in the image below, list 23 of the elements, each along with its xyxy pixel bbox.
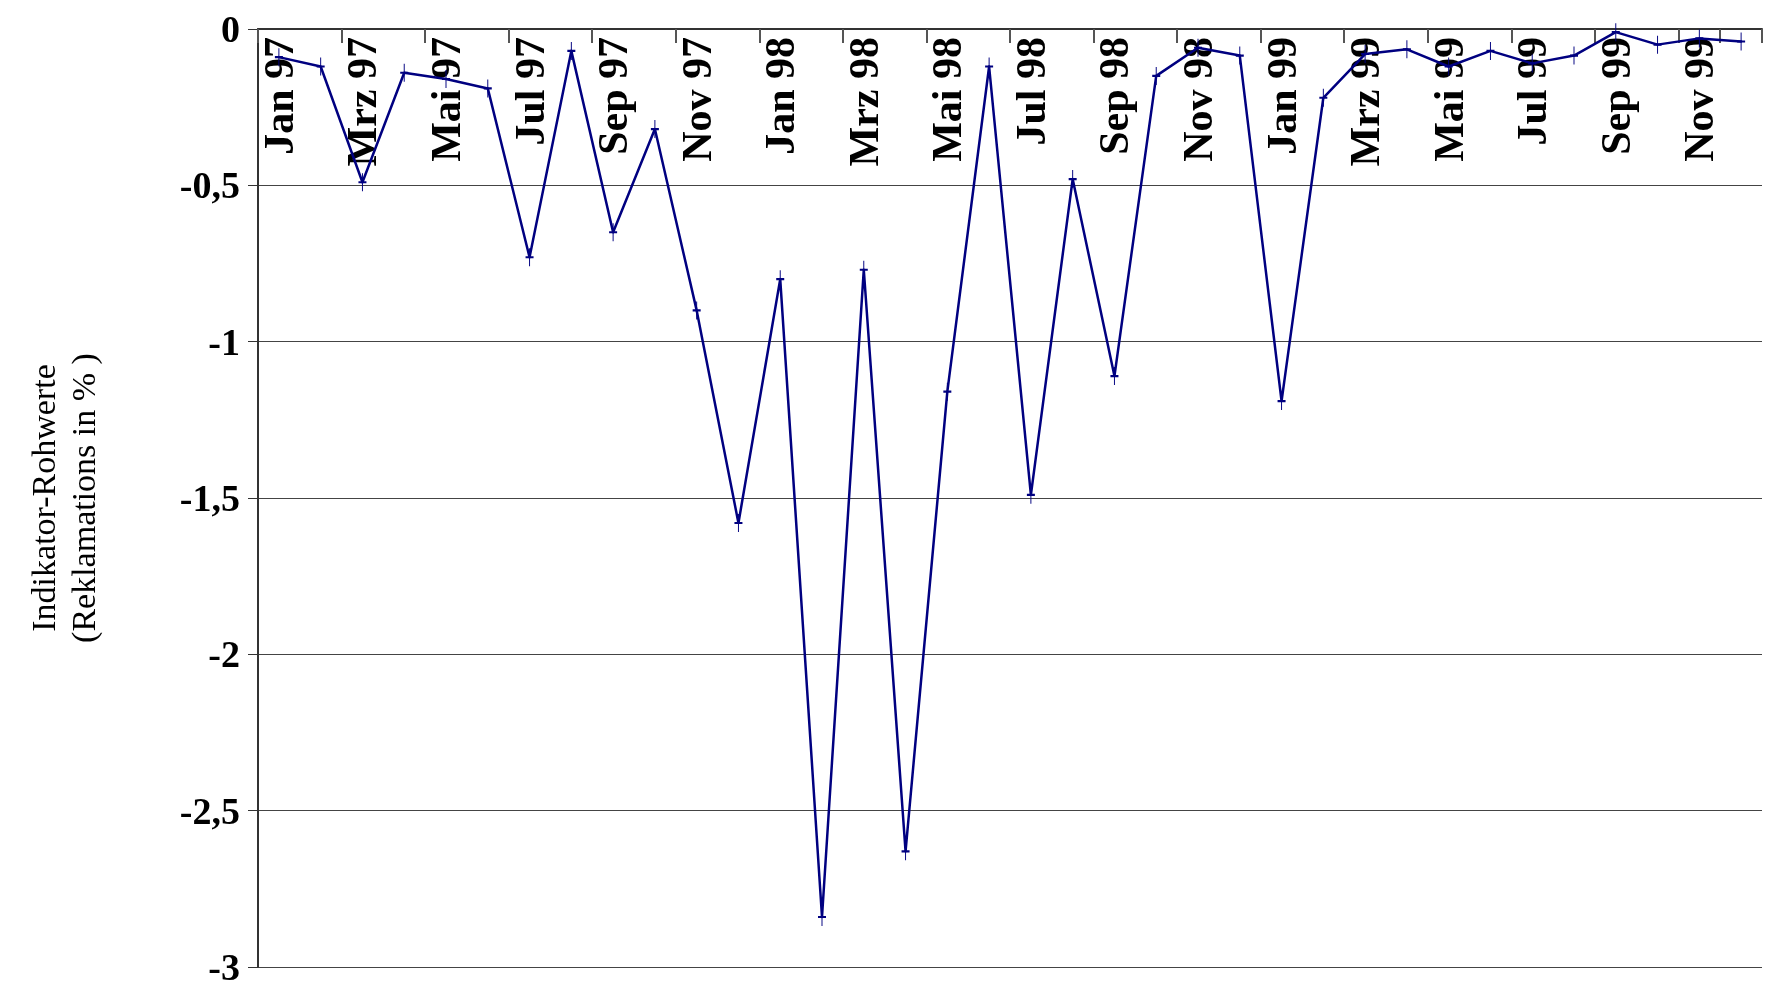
x-tick-label: Sep 98 — [1091, 37, 1138, 155]
x-tick-label: Jan 97 — [255, 37, 302, 155]
x-tick-label: Mrz 97 — [339, 37, 386, 167]
y-tick-label: 0 — [221, 8, 240, 50]
x-tick-label: Mai 98 — [924, 37, 971, 162]
x-tick-label: Mai 97 — [423, 37, 469, 162]
y-tick-label: -1 — [208, 320, 240, 363]
x-tick-label: Jul 98 — [1007, 37, 1054, 146]
y-tick-label: -3 — [208, 946, 240, 988]
x-tick-label: Mrz 98 — [840, 37, 887, 167]
x-tick-label: Sep 97 — [590, 37, 637, 155]
y-tick-label: -2 — [208, 633, 240, 676]
y-tick-label: -1,5 — [179, 477, 240, 519]
y-tick-label: -0,5 — [179, 164, 240, 207]
y-tick-label: -2,5 — [179, 789, 240, 832]
x-tick-label: Jan 99 — [1258, 37, 1305, 155]
x-tick-label: Nov 97 — [673, 37, 720, 162]
x-tick-label: Jan 98 — [757, 37, 804, 155]
x-tick-label: Sep 99 — [1592, 37, 1639, 155]
x-tick-label: Nov 99 — [1676, 37, 1723, 162]
y-axis-title: Indikator-Rohwerte (Reklamations in % ) — [24, 353, 103, 643]
x-tick-label: Jul 97 — [506, 37, 553, 146]
x-tick-label: Nov 98 — [1175, 37, 1221, 162]
